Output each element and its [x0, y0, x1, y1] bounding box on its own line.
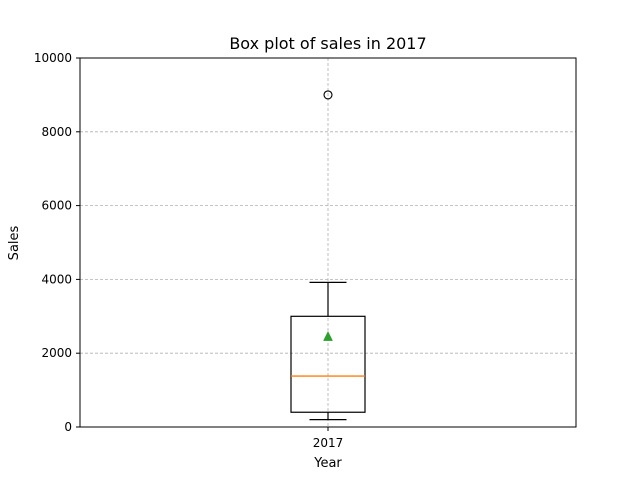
y-tick-label: 6000 — [41, 199, 72, 213]
y-tick-label: 2000 — [41, 346, 72, 360]
y-axis-label: Sales — [7, 225, 22, 260]
y-tick-label: 8000 — [41, 125, 72, 139]
grid-lines — [80, 58, 576, 427]
interquartile-box — [290, 315, 366, 413]
y-axis: 0 2000 4000 6000 8000 10000 — [34, 51, 80, 434]
x-axis: 2017 — [313, 427, 344, 450]
mean-marker — [323, 331, 333, 341]
y-tick-label: 0 — [64, 420, 72, 434]
x-tick-label: 2017 — [313, 436, 344, 450]
outlier-point — [323, 90, 333, 100]
chart-title: Box plot of sales in 2017 — [229, 34, 426, 53]
y-tick-label: 10000 — [34, 51, 72, 65]
y-tick-label: 4000 — [41, 272, 72, 286]
x-axis-label: Year — [313, 456, 342, 471]
box-plot-layer — [290, 90, 366, 421]
